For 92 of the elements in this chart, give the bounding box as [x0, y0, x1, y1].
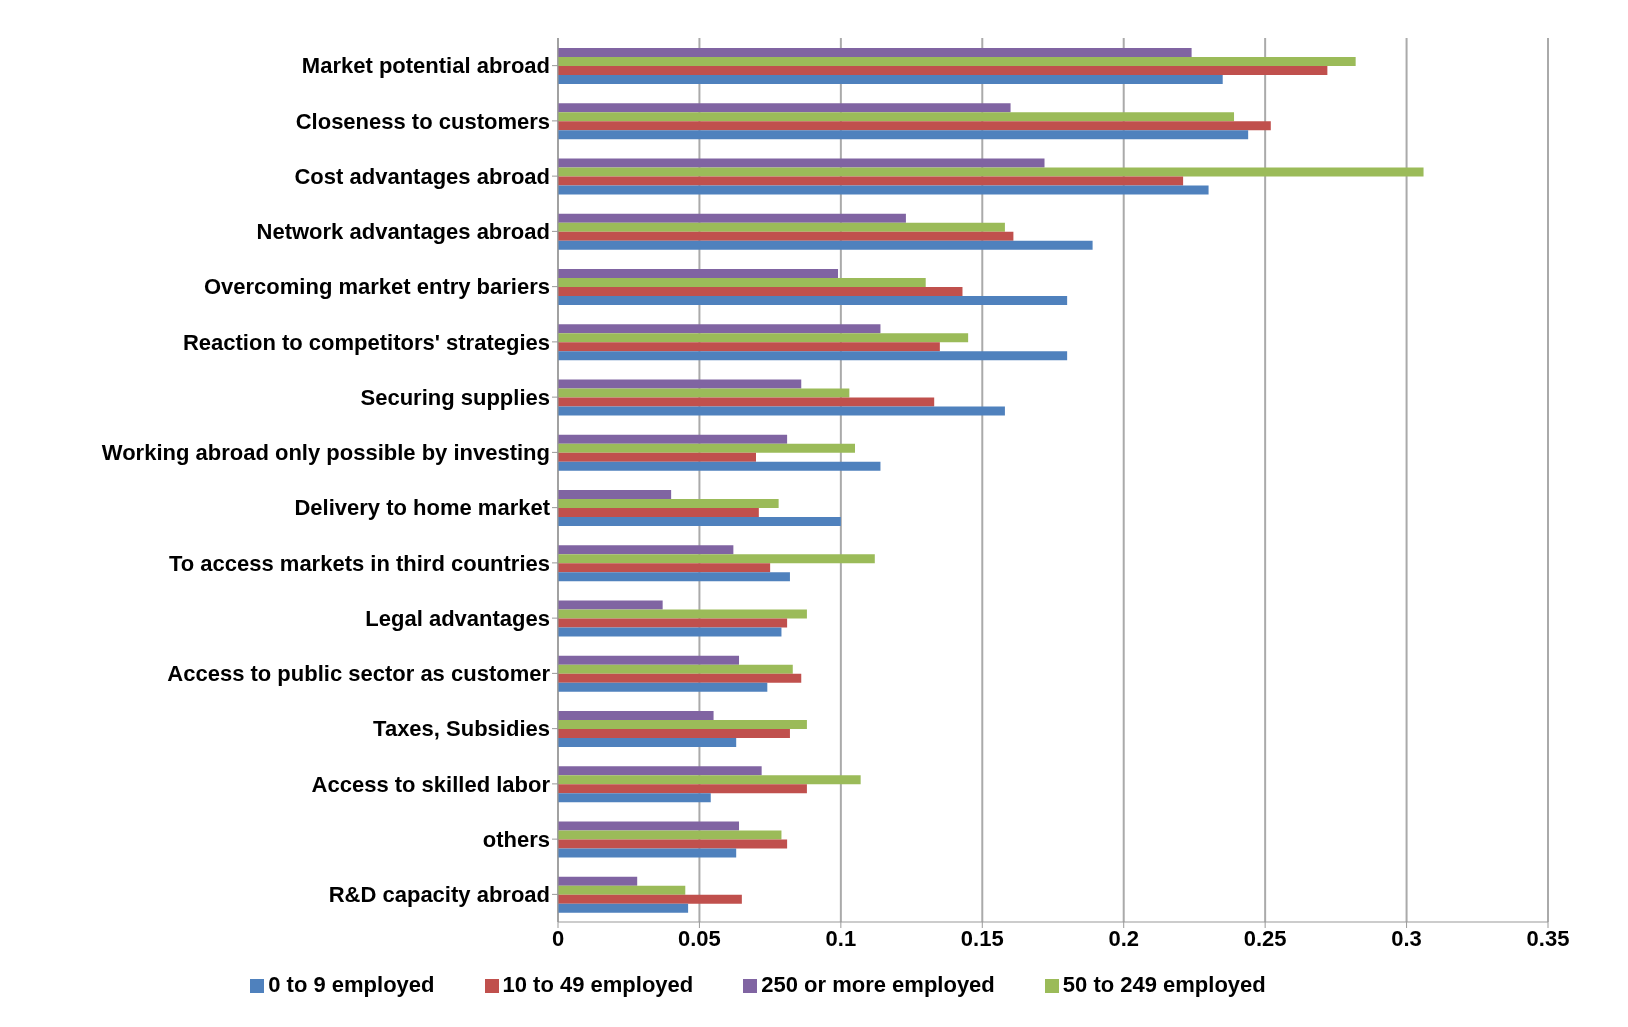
bar: [558, 784, 807, 794]
x-tick-label: 0.25: [1243, 925, 1287, 951]
bar: [558, 74, 1223, 84]
bar: [558, 65, 1328, 75]
bar: [558, 627, 782, 637]
legend-label: 0 to 9 employed: [268, 972, 435, 997]
bar: [558, 231, 1014, 241]
bar: [558, 388, 850, 398]
bar: [558, 710, 714, 720]
bar: [558, 158, 1045, 168]
bar: [558, 277, 926, 287]
bar: [558, 563, 771, 573]
bar: [558, 167, 1424, 177]
bar: [558, 766, 762, 776]
legend-label: 10 to 49 employed: [502, 972, 694, 997]
bar: [558, 682, 768, 692]
y-tick-label: Market potential abroad: [301, 53, 550, 79]
bar: [558, 434, 788, 444]
bar: [558, 406, 1005, 416]
bar: [558, 324, 881, 334]
bar: [558, 876, 638, 886]
bar: [558, 397, 935, 407]
bar: [558, 719, 807, 729]
bar: [558, 130, 1249, 140]
bar: [558, 103, 1011, 113]
bar: [558, 775, 861, 785]
x-tick-label: 0.1: [825, 925, 857, 951]
bar: [558, 516, 841, 526]
bar: [558, 489, 672, 499]
bar: [558, 793, 711, 803]
bar: [558, 554, 875, 564]
legend-label: 250 or more employed: [761, 972, 995, 997]
bar: [558, 737, 737, 747]
y-tick-label: Closeness to customers: [295, 108, 550, 134]
x-tick-label: 0.3: [1391, 925, 1422, 951]
bar: [558, 56, 1356, 66]
y-tick-label: Reaction to competitors' strategies: [182, 329, 550, 355]
bar: [558, 673, 802, 683]
bar: [558, 185, 1209, 195]
x-tick-label: 0.35: [1526, 925, 1570, 951]
y-tick-label: Legal advantages: [365, 605, 550, 631]
bar: [558, 821, 740, 831]
bar: [558, 461, 881, 471]
bar: [558, 894, 742, 904]
bar: [558, 572, 790, 582]
y-tick-label: Access to public sector as customer: [167, 661, 551, 687]
bar: [558, 333, 969, 343]
y-tick-label: Cost advantages abroad: [294, 163, 550, 189]
x-tick-label: 0: [551, 925, 565, 951]
y-tick-label: Network advantages abroad: [256, 219, 550, 245]
x-tick-label: 0.05: [678, 925, 721, 951]
x-tick-label: 0.2: [1108, 925, 1140, 951]
bar: [558, 885, 686, 895]
y-tick-label: Taxes, Subsidies: [373, 716, 550, 742]
bar: [558, 112, 1235, 122]
bar: [558, 664, 793, 674]
bar: [558, 286, 963, 296]
y-tick-label: To access markets in third countries: [168, 550, 550, 576]
bar: [558, 618, 788, 628]
bar: [558, 47, 1192, 57]
legend-label: 50 to 249 employed: [1062, 972, 1266, 997]
bar: [558, 222, 1005, 232]
bar: [558, 295, 1068, 305]
bar: [558, 655, 740, 665]
bar: [558, 351, 1068, 361]
bar: [558, 240, 1093, 250]
bar: [558, 545, 734, 555]
bar: [558, 121, 1271, 131]
bar: [558, 830, 782, 840]
bar: [558, 379, 802, 389]
y-tick-label: others: [482, 826, 550, 852]
bar: [558, 498, 779, 508]
y-tick-label: Access to skilled labor: [311, 771, 551, 797]
y-tick-label: R&D capacity abroad: [328, 882, 550, 908]
bar: [558, 609, 807, 619]
y-tick-label: Overcoming market entry bariers: [203, 274, 550, 300]
bar: [558, 728, 790, 738]
bar: [558, 268, 839, 278]
bar: [558, 600, 663, 610]
bar: [558, 443, 855, 453]
x-tick-label: 0.15: [960, 925, 1004, 951]
bar: [558, 213, 906, 223]
y-tick-label: Securing supplies: [360, 384, 550, 410]
bar: [558, 848, 737, 858]
y-tick-label: Delivery to home market: [294, 495, 551, 521]
bar: [558, 176, 1184, 186]
bar: [558, 903, 689, 913]
bar: [558, 839, 788, 849]
y-tick-label: Working abroad only possible by investing: [101, 440, 550, 466]
bar: [558, 342, 940, 352]
bar: [558, 507, 759, 517]
bar: [558, 452, 756, 462]
